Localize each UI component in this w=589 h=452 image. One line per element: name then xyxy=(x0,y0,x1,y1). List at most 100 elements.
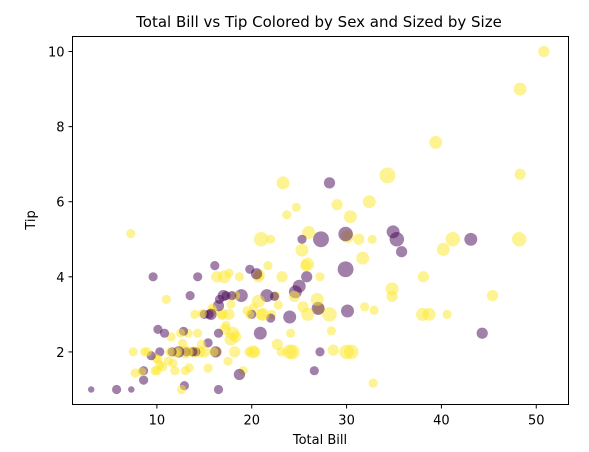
data-point-female xyxy=(234,272,244,282)
data-point-male xyxy=(309,366,319,376)
data-point-female xyxy=(442,309,452,319)
data-point-female xyxy=(211,271,223,283)
data-point-female xyxy=(302,226,316,239)
data-point-female xyxy=(417,271,430,283)
data-point-male xyxy=(128,386,135,393)
data-point-male xyxy=(283,310,297,324)
data-point-female xyxy=(170,366,180,376)
data-point-female xyxy=(445,232,461,247)
data-point-female xyxy=(288,290,301,303)
data-point-female xyxy=(165,347,175,357)
data-point-female xyxy=(356,251,370,265)
data-point-female xyxy=(253,232,269,247)
chart-title: Total Bill vs Tip Colored by Sex and Siz… xyxy=(135,13,502,31)
data-point-female xyxy=(511,232,527,247)
data-point-female xyxy=(203,363,213,373)
data-point-female xyxy=(538,45,550,58)
x-tick-label: 30 xyxy=(338,414,355,429)
data-point-male xyxy=(153,324,163,334)
data-point-male xyxy=(297,234,307,244)
data-point-female xyxy=(224,332,238,346)
data-point-female xyxy=(297,301,309,313)
x-tick-label: 50 xyxy=(528,414,545,429)
data-point-female xyxy=(244,347,254,357)
data-point-male xyxy=(395,246,408,258)
data-point-female xyxy=(177,338,188,348)
data-point-female xyxy=(266,234,276,244)
y-tick-label: 6 xyxy=(56,196,64,211)
x-tick-label: 40 xyxy=(433,414,450,429)
data-point-female xyxy=(300,259,312,272)
data-point-female xyxy=(367,234,377,244)
x-axis: 10 20 30 40 50 xyxy=(149,404,545,429)
data-point-male xyxy=(185,291,195,301)
y-tick-label: 4 xyxy=(56,271,64,286)
data-point-female xyxy=(161,294,171,304)
data-point-female xyxy=(339,344,354,360)
data-point-female xyxy=(140,347,150,357)
data-point-female xyxy=(514,168,526,180)
data-point-male xyxy=(233,368,246,381)
data-point-male xyxy=(464,232,478,246)
x-tick-label: 20 xyxy=(243,414,260,429)
data-point-female xyxy=(271,338,283,351)
x-tick-label: 10 xyxy=(149,414,166,429)
data-point-female xyxy=(295,243,309,257)
y-axis-label: Tip xyxy=(24,210,39,230)
data-point-male xyxy=(193,272,203,282)
data-point-female xyxy=(163,356,173,366)
data-point-female xyxy=(180,366,190,376)
data-point-female xyxy=(310,292,324,306)
data-point-female xyxy=(276,271,288,283)
data-point-female xyxy=(150,366,160,376)
data-point-male xyxy=(337,261,354,278)
data-point-male xyxy=(139,375,149,385)
plot-frame xyxy=(72,36,569,405)
data-point-female xyxy=(193,328,203,338)
data-point-female xyxy=(197,309,207,319)
data-point-female xyxy=(429,135,443,149)
data-point-female xyxy=(322,307,337,322)
y-tick-label: 2 xyxy=(56,346,64,361)
data-point-female xyxy=(276,176,290,190)
data-point-female xyxy=(291,202,301,212)
data-point-female xyxy=(315,272,325,282)
data-point-male xyxy=(315,347,325,357)
data-point-male xyxy=(245,264,255,274)
data-point-female xyxy=(130,368,140,378)
data-point-male xyxy=(213,384,224,395)
data-point-male xyxy=(313,231,329,248)
y-axis: 2 4 6 8 10 xyxy=(48,46,73,361)
data-point-female xyxy=(369,305,379,315)
data-point-female xyxy=(282,344,297,360)
data-point-female xyxy=(216,309,226,319)
data-point-male xyxy=(323,177,336,189)
data-point-female xyxy=(436,242,450,256)
data-point-female xyxy=(273,300,283,310)
data-point-male xyxy=(386,225,400,239)
y-tick-label: 8 xyxy=(56,121,64,136)
data-point-female xyxy=(242,306,252,316)
data-point-female xyxy=(513,82,527,96)
data-point-male xyxy=(476,327,488,339)
data-point-female xyxy=(226,299,236,309)
data-point-female xyxy=(353,233,365,245)
data-point-female xyxy=(343,210,357,224)
data-point-female xyxy=(368,378,378,388)
data-point-female xyxy=(128,347,138,357)
data-point-female xyxy=(229,346,241,358)
data-point-female xyxy=(126,229,136,239)
data-point-male xyxy=(112,384,122,395)
data-point-male xyxy=(338,226,353,242)
data-point-female xyxy=(176,328,186,338)
data-point-female xyxy=(177,384,187,395)
x-axis-label: Total Bill xyxy=(292,433,347,448)
data-point-female xyxy=(326,326,336,336)
data-point-female xyxy=(327,344,339,356)
data-point-female xyxy=(282,210,292,220)
data-point-female xyxy=(362,195,376,209)
data-point-female xyxy=(331,199,343,211)
data-point-male xyxy=(87,386,95,393)
data-point-male xyxy=(213,328,224,338)
